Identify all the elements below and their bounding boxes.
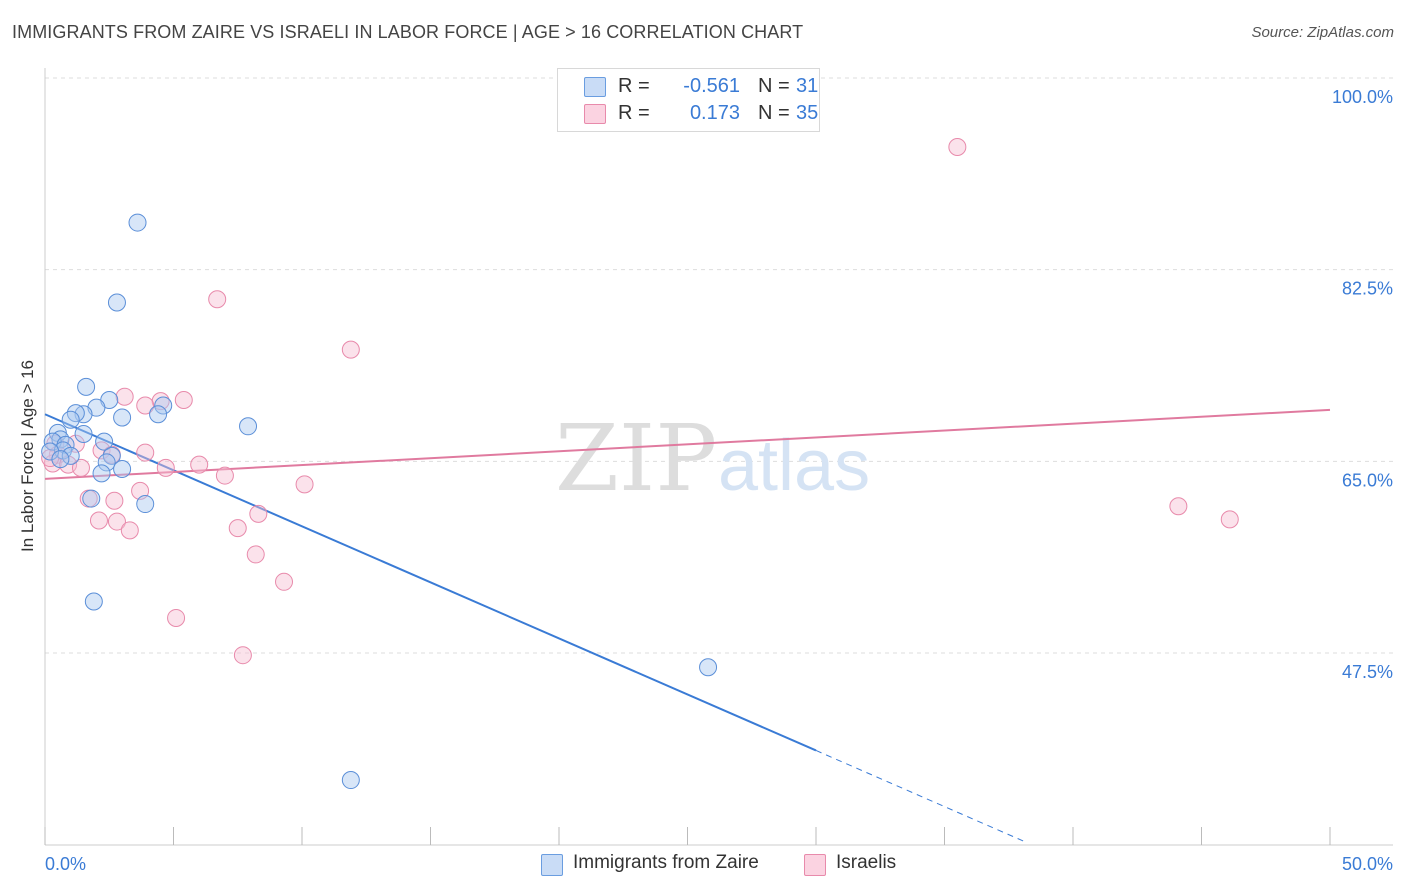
correlation-legend: R = -0.561 N = 31 R = 0.173 N = 35 bbox=[557, 68, 820, 132]
watermark: ZIP atlas bbox=[555, 405, 870, 512]
data-point-israelis bbox=[341, 340, 360, 359]
data-point-zaire bbox=[61, 446, 80, 465]
data-point-israelis bbox=[115, 387, 134, 406]
legend-r-value: 0.173 bbox=[689, 102, 740, 124]
data-point-zaire bbox=[154, 396, 173, 415]
data-point-israelis bbox=[249, 504, 268, 523]
data-point-zaire bbox=[699, 658, 718, 677]
data-point-israelis bbox=[174, 391, 193, 409]
legend-label-israelis: Israelis bbox=[836, 852, 897, 873]
legend-n-value: 35 bbox=[796, 102, 819, 124]
data-point-zaire bbox=[82, 489, 101, 508]
data-point-zaire bbox=[239, 417, 258, 436]
data-point-zaire bbox=[149, 405, 168, 424]
data-point-israelis bbox=[295, 475, 314, 494]
data-point-israelis bbox=[136, 443, 155, 462]
legend-swatch-zaire bbox=[584, 77, 606, 97]
data-point-zaire bbox=[136, 495, 155, 514]
data-point-israelis bbox=[228, 519, 247, 538]
legend-swatch-israelis bbox=[804, 854, 826, 876]
y-axis-label: In Labor Force | Age > 16 bbox=[18, 359, 37, 553]
data-point-zaire bbox=[74, 424, 93, 443]
y-tick-label: 82.5% bbox=[1342, 279, 1393, 299]
grid-layer bbox=[45, 77, 1393, 654]
legend-r-label: R = bbox=[618, 102, 650, 124]
legend-n-value: 31 bbox=[796, 75, 819, 97]
data-point-israelis bbox=[246, 545, 265, 564]
data-point-israelis bbox=[136, 396, 155, 415]
data-point-israelis bbox=[190, 455, 209, 474]
data-point-zaire bbox=[84, 592, 103, 611]
data-point-israelis bbox=[948, 138, 967, 156]
legend-r-label: R = bbox=[618, 75, 650, 97]
data-point-israelis bbox=[1169, 497, 1188, 516]
x-tick-label: 0.0% bbox=[45, 854, 86, 874]
data-point-israelis bbox=[156, 458, 175, 477]
legend-swatch-israelis bbox=[584, 104, 606, 124]
y-tick-label: 100.0% bbox=[1332, 87, 1393, 107]
trendline-zaire-extension bbox=[815, 750, 1025, 842]
data-point-israelis bbox=[89, 511, 108, 530]
data-point-zaire bbox=[341, 771, 360, 790]
legend-n-label: N = bbox=[758, 102, 790, 124]
data-point-israelis bbox=[71, 458, 90, 477]
data-point-zaire bbox=[77, 377, 96, 396]
legend-swatch-zaire bbox=[541, 854, 563, 876]
legend-label-zaire: Immigrants from Zaire bbox=[573, 852, 759, 873]
points-layer bbox=[41, 138, 1239, 790]
data-point-israelis bbox=[107, 512, 126, 531]
data-point-israelis bbox=[105, 491, 124, 510]
data-point-israelis bbox=[233, 646, 252, 665]
data-point-israelis bbox=[208, 290, 227, 309]
data-point-zaire bbox=[107, 293, 126, 312]
trendline-israelis bbox=[44, 408, 1331, 480]
data-point-zaire bbox=[51, 450, 70, 469]
y-tick-label: 47.5% bbox=[1342, 662, 1393, 682]
data-point-zaire bbox=[128, 213, 147, 232]
data-point-zaire bbox=[51, 430, 70, 449]
data-point-zaire bbox=[61, 410, 80, 429]
data-point-zaire bbox=[113, 408, 132, 427]
data-point-zaire bbox=[97, 453, 116, 472]
data-point-israelis bbox=[167, 608, 186, 627]
axis-layer bbox=[44, 68, 1393, 846]
y-tick-label: 65.0% bbox=[1342, 470, 1393, 490]
tick-label-layer: 100.0% 82.5% 65.0% 47.5% 0.0% 50.0% bbox=[45, 87, 1393, 874]
data-point-zaire bbox=[92, 464, 111, 483]
data-point-israelis bbox=[215, 466, 234, 485]
data-point-zaire bbox=[41, 442, 60, 461]
data-point-israelis bbox=[275, 572, 294, 591]
data-point-israelis bbox=[1220, 510, 1239, 529]
watermark-zip: ZIP bbox=[555, 405, 717, 512]
legend-r-value: -0.561 bbox=[683, 75, 740, 97]
data-point-israelis bbox=[120, 521, 139, 540]
chart-title: IMMIGRANTS FROM ZAIRE VS ISRAELI IN LABO… bbox=[12, 22, 804, 42]
x-tick-label: 50.0% bbox=[1342, 854, 1393, 874]
data-point-zaire bbox=[95, 432, 114, 451]
legend-n-label: N = bbox=[758, 75, 790, 97]
data-point-zaire bbox=[113, 460, 132, 478]
source-label: Source: ZipAtlas.com bbox=[1251, 24, 1394, 41]
